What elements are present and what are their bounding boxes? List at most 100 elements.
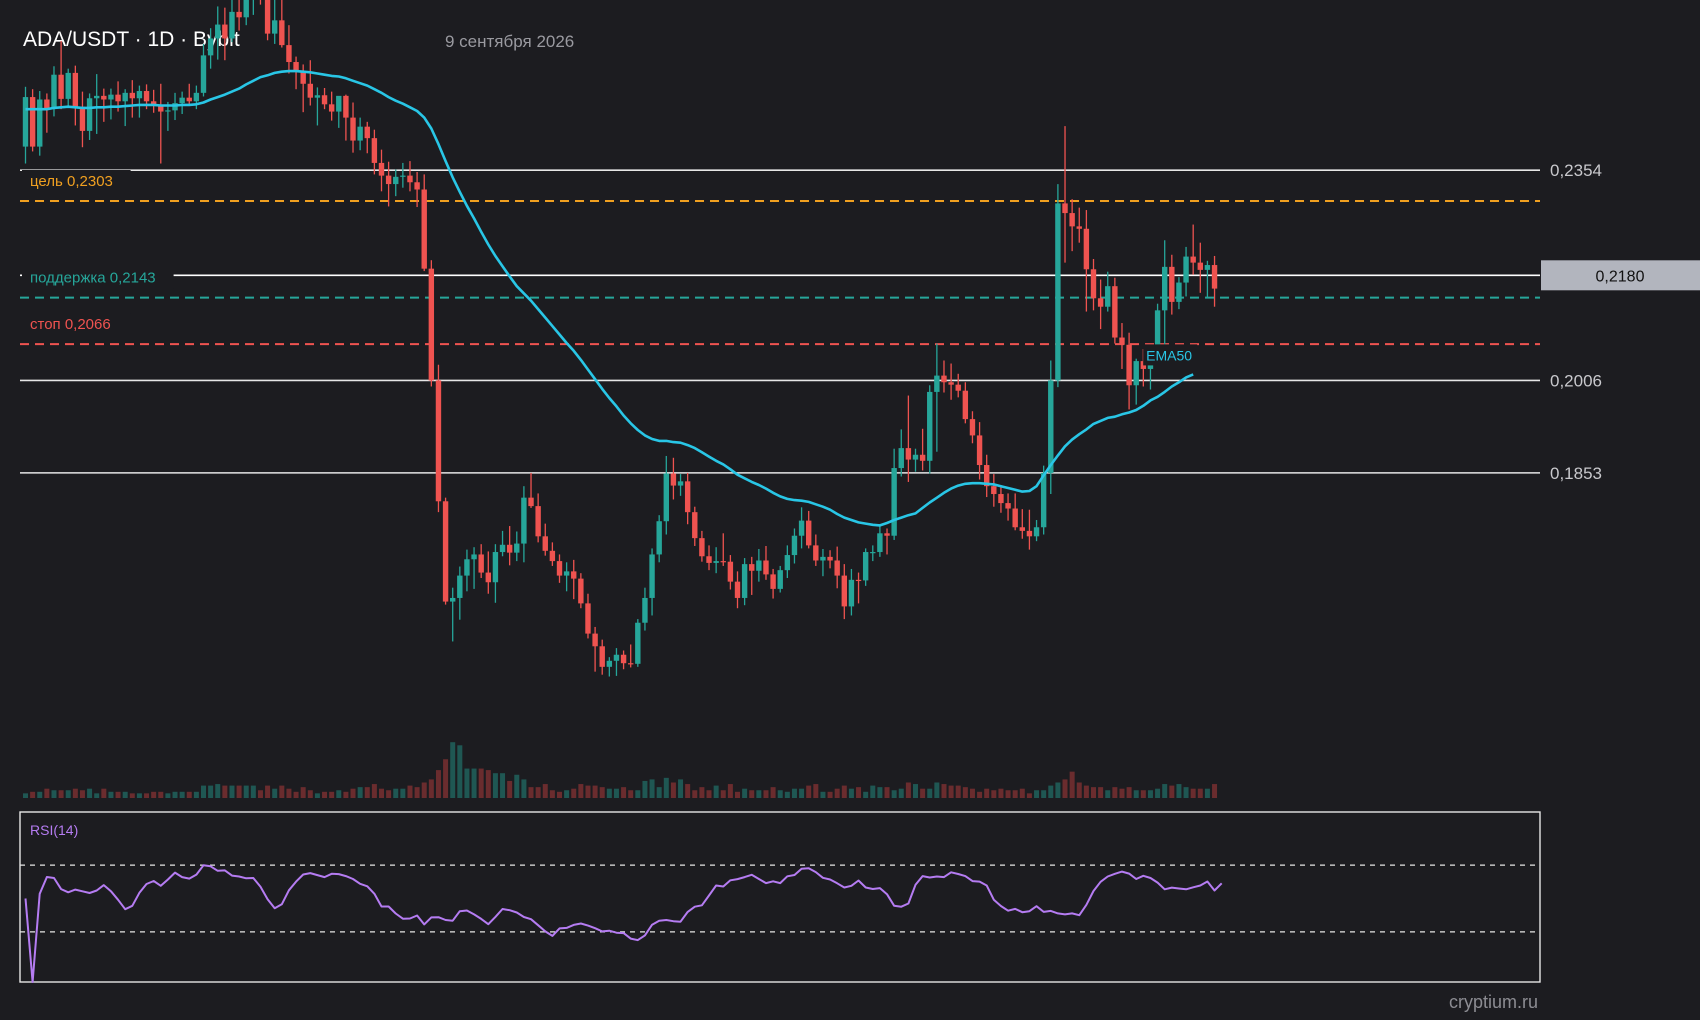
volume-bar xyxy=(464,768,470,798)
volume-bar xyxy=(1147,790,1153,798)
volume-bar xyxy=(65,790,71,798)
volume-bar xyxy=(606,788,612,798)
volume-bar xyxy=(720,790,726,798)
candle-up xyxy=(1204,265,1211,270)
volume-bar xyxy=(564,790,570,798)
candle-up xyxy=(934,375,940,392)
candle-down xyxy=(749,564,755,571)
volume-bar xyxy=(841,785,847,798)
volume-bar xyxy=(72,788,78,798)
candle-up xyxy=(336,95,342,112)
candle-up xyxy=(927,391,933,461)
candle-down xyxy=(300,71,306,84)
candle-down xyxy=(101,95,107,100)
candle-down xyxy=(628,663,634,665)
candle-down xyxy=(941,375,947,383)
candle-down xyxy=(1190,256,1196,263)
candle-down xyxy=(720,561,726,563)
volume-bar xyxy=(414,787,420,798)
candle-up xyxy=(1105,286,1111,307)
volume-bar xyxy=(1183,787,1189,798)
candle-down xyxy=(571,571,577,579)
volume-bar xyxy=(991,790,997,798)
volume-bar xyxy=(443,759,449,798)
volume-bar xyxy=(108,791,114,798)
volume-bar xyxy=(984,788,990,798)
volume-bar xyxy=(1155,788,1161,798)
volume-bar xyxy=(891,790,897,798)
volume-bar xyxy=(927,788,933,798)
candle-up xyxy=(663,473,669,522)
candle-up xyxy=(870,552,876,554)
candle-down xyxy=(841,575,847,607)
volume-bar xyxy=(1012,790,1018,798)
candle-down xyxy=(984,465,990,487)
candle-up xyxy=(606,660,613,667)
candle-up xyxy=(314,95,321,98)
candle-up xyxy=(272,20,278,34)
volume-bar xyxy=(101,788,107,798)
volume-bar xyxy=(1041,790,1047,798)
candle-down xyxy=(29,97,36,147)
candle-down xyxy=(884,533,890,536)
volume-bar xyxy=(1162,784,1168,798)
candle-up xyxy=(450,597,456,602)
volume-bar xyxy=(678,779,684,798)
candle-down xyxy=(1211,265,1218,289)
volume-bar xyxy=(179,791,185,798)
candle-down xyxy=(328,104,335,112)
candle-up xyxy=(784,555,791,571)
volume-bar xyxy=(799,788,805,798)
volume-bar xyxy=(613,788,619,798)
volume-bar xyxy=(742,788,748,798)
candle-down xyxy=(670,473,677,486)
volume-bar xyxy=(578,784,584,798)
candle-down xyxy=(620,654,627,664)
candle-up xyxy=(1048,380,1054,473)
volume-bar xyxy=(58,790,64,798)
volume-bar xyxy=(51,790,57,798)
volume-bar xyxy=(557,791,562,798)
volume-bar xyxy=(813,784,819,798)
volume-bar xyxy=(571,788,577,798)
candle-down xyxy=(279,20,285,46)
volume-bar xyxy=(250,785,256,798)
volume-bar xyxy=(806,785,812,798)
volume-bar xyxy=(1190,788,1196,798)
candle-down xyxy=(585,603,591,634)
price-level-label: 0,2354 xyxy=(1550,161,1602,180)
candle-down xyxy=(706,556,712,563)
volume-bar xyxy=(407,785,413,798)
candle-down xyxy=(727,561,734,582)
candle-down xyxy=(150,101,157,106)
candle-down xyxy=(506,544,513,553)
candle-up xyxy=(471,554,477,560)
volume-bar xyxy=(1055,782,1061,798)
volume-bar xyxy=(599,787,605,798)
volume-bar xyxy=(713,785,719,798)
volume-bar xyxy=(770,787,776,798)
candle-down xyxy=(1090,269,1097,299)
volume-bar xyxy=(1140,790,1146,798)
candle-down xyxy=(998,494,1004,504)
candle-down xyxy=(435,380,442,502)
candle-down xyxy=(813,545,819,561)
volume-bar xyxy=(870,785,876,798)
volume-bar xyxy=(1176,784,1182,798)
volume-bar xyxy=(208,785,214,798)
volume-bar xyxy=(934,782,940,798)
candle-up xyxy=(193,92,200,102)
volume-bar xyxy=(898,788,904,798)
volume-bar xyxy=(393,788,399,798)
volume-bar xyxy=(492,773,498,798)
volume-bar xyxy=(507,780,513,798)
volume-bar xyxy=(642,780,648,798)
candle-up xyxy=(677,481,684,486)
volume-bar xyxy=(30,791,36,798)
candle-up xyxy=(791,535,798,556)
volume-bar xyxy=(386,790,392,798)
candle-down xyxy=(1119,337,1125,345)
candle-down xyxy=(1169,266,1175,302)
candle-up xyxy=(165,110,171,112)
